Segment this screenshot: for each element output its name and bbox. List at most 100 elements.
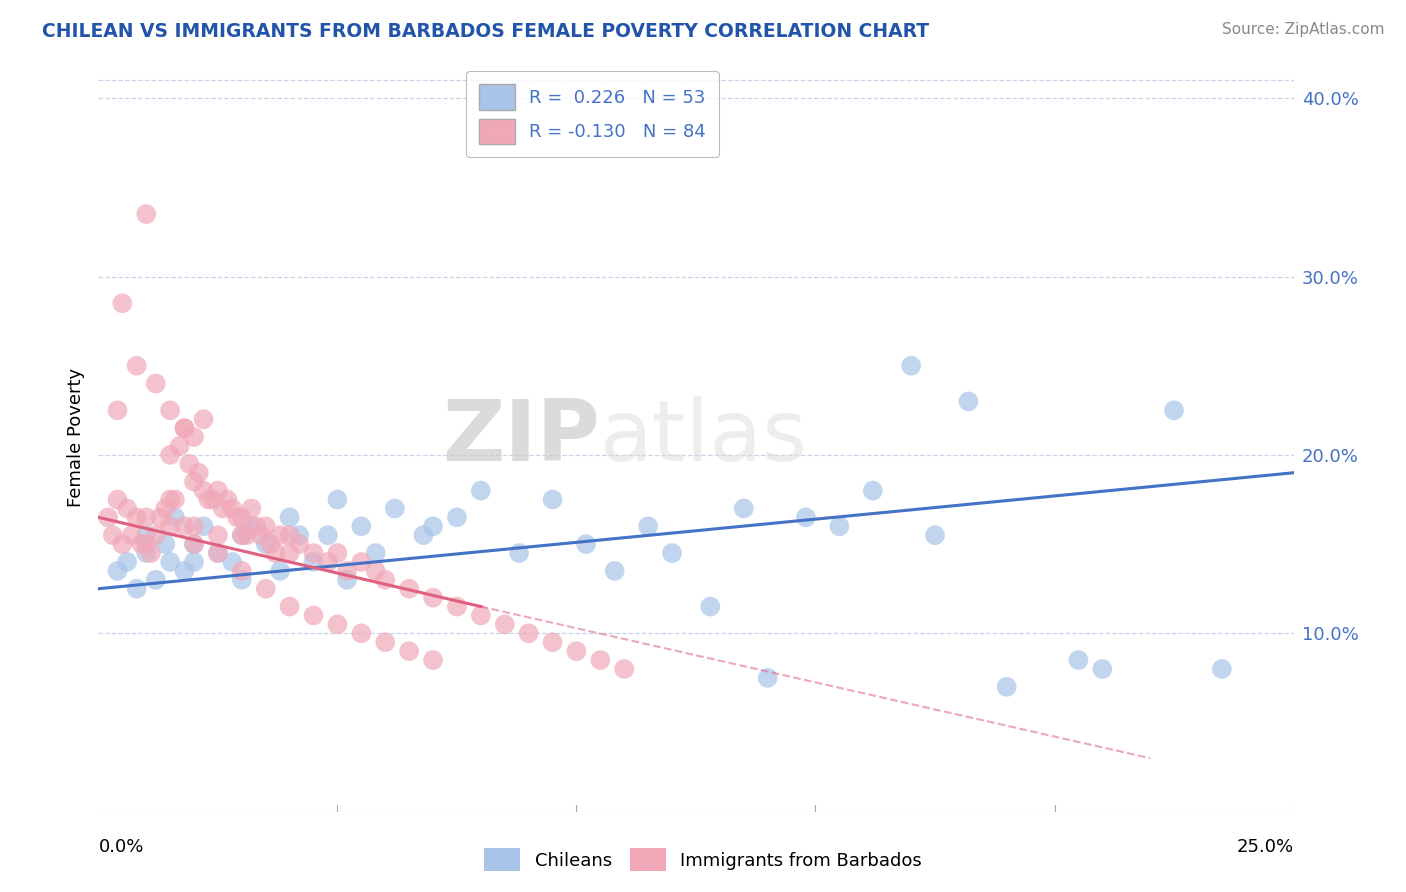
- Point: [316, 528, 339, 542]
- Point: [995, 680, 1018, 694]
- Point: [374, 635, 396, 649]
- Point: [240, 519, 263, 533]
- Point: [350, 519, 373, 533]
- Point: [207, 528, 229, 542]
- Point: [957, 394, 980, 409]
- Point: [217, 492, 239, 507]
- Point: [541, 635, 564, 649]
- Point: [470, 483, 492, 498]
- Point: [193, 519, 215, 533]
- Point: [197, 492, 219, 507]
- Text: 0.0%: 0.0%: [98, 838, 143, 856]
- Point: [398, 644, 420, 658]
- Point: [517, 626, 540, 640]
- Point: [125, 359, 148, 373]
- Point: [288, 528, 311, 542]
- Point: [541, 492, 564, 507]
- Point: [131, 537, 153, 551]
- Point: [135, 207, 157, 221]
- Point: [661, 546, 683, 560]
- Point: [231, 528, 253, 542]
- Point: [115, 555, 138, 569]
- Point: [350, 555, 373, 569]
- Point: [278, 510, 301, 524]
- Point: [422, 519, 444, 533]
- Y-axis label: Female Poverty: Female Poverty: [66, 368, 84, 507]
- Point: [245, 519, 267, 533]
- Point: [169, 439, 191, 453]
- Point: [221, 501, 243, 516]
- Point: [163, 510, 186, 524]
- Point: [350, 626, 373, 640]
- Point: [508, 546, 530, 560]
- Point: [235, 528, 257, 542]
- Point: [565, 644, 588, 658]
- Point: [145, 376, 167, 391]
- Point: [183, 430, 205, 444]
- Point: [412, 528, 434, 542]
- Point: [173, 519, 195, 533]
- Point: [231, 573, 253, 587]
- Point: [613, 662, 636, 676]
- Point: [155, 537, 177, 551]
- Point: [135, 528, 157, 542]
- Point: [288, 537, 311, 551]
- Point: [494, 617, 516, 632]
- Text: CHILEAN VS IMMIGRANTS FROM BARBADOS FEMALE POVERTY CORRELATION CHART: CHILEAN VS IMMIGRANTS FROM BARBADOS FEMA…: [42, 22, 929, 41]
- Point: [149, 510, 172, 524]
- Point: [302, 555, 325, 569]
- Point: [316, 555, 339, 569]
- Point: [302, 608, 325, 623]
- Point: [603, 564, 626, 578]
- Point: [259, 537, 281, 551]
- Point: [278, 546, 301, 560]
- Point: [183, 475, 205, 489]
- Point: [135, 546, 157, 560]
- Point: [97, 510, 120, 524]
- Point: [187, 466, 209, 480]
- Point: [179, 457, 201, 471]
- Point: [111, 296, 134, 310]
- Point: [183, 519, 205, 533]
- Point: [211, 501, 233, 516]
- Point: [159, 555, 181, 569]
- Point: [202, 492, 225, 507]
- Point: [125, 510, 148, 524]
- Point: [1211, 662, 1233, 676]
- Point: [231, 528, 253, 542]
- Point: [364, 564, 387, 578]
- Point: [269, 528, 291, 542]
- Point: [173, 564, 195, 578]
- Point: [145, 528, 167, 542]
- Point: [828, 519, 851, 533]
- Point: [269, 564, 291, 578]
- Point: [1067, 653, 1090, 667]
- Point: [145, 573, 167, 587]
- Point: [422, 653, 444, 667]
- Point: [278, 599, 301, 614]
- Point: [240, 501, 263, 516]
- Point: [107, 564, 129, 578]
- Point: [159, 403, 181, 417]
- Text: 25.0%: 25.0%: [1236, 838, 1294, 856]
- Point: [446, 599, 468, 614]
- Point: [231, 564, 253, 578]
- Point: [207, 483, 229, 498]
- Point: [115, 501, 138, 516]
- Point: [139, 546, 162, 560]
- Point: [173, 421, 195, 435]
- Text: ZIP: ZIP: [443, 395, 600, 479]
- Point: [1091, 662, 1114, 676]
- Point: [135, 510, 157, 524]
- Point: [226, 510, 249, 524]
- Point: [254, 582, 277, 596]
- Point: [121, 528, 143, 542]
- Point: [794, 510, 817, 524]
- Point: [254, 537, 277, 551]
- Point: [900, 359, 922, 373]
- Point: [250, 528, 273, 542]
- Point: [326, 492, 349, 507]
- Point: [107, 403, 129, 417]
- Point: [364, 546, 387, 560]
- Point: [111, 537, 134, 551]
